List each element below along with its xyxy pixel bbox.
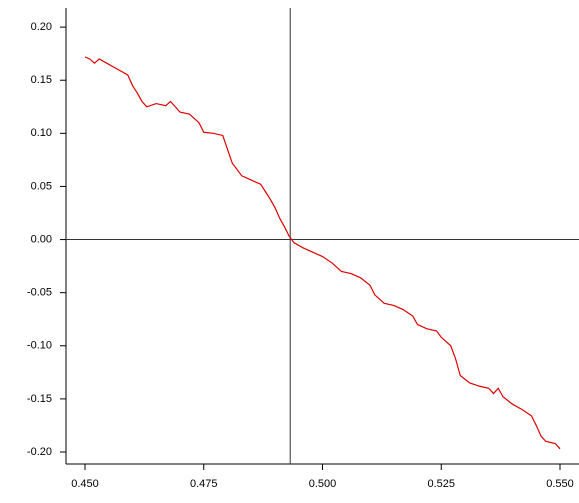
y-tick-label: -0.10 bbox=[27, 340, 52, 352]
x-tick-label: 0.525 bbox=[427, 478, 455, 490]
y-tick-label: 0.10 bbox=[31, 127, 52, 139]
y-tick-label: 0.05 bbox=[31, 180, 52, 192]
y-tick-label: 0.00 bbox=[31, 233, 52, 245]
y-tick-label: 0.15 bbox=[31, 74, 52, 86]
y-tick-label: -0.05 bbox=[27, 287, 52, 299]
y-tick-label: -0.20 bbox=[27, 446, 52, 458]
y-tick-label: -0.15 bbox=[27, 393, 52, 405]
x-tick-label: 0.450 bbox=[71, 478, 99, 490]
x-tick-label: 0.500 bbox=[309, 478, 337, 490]
x-tick-label: 0.475 bbox=[190, 478, 218, 490]
x-tick-label: 0.550 bbox=[546, 478, 574, 490]
data-line bbox=[84, 56, 561, 450]
y-tick-label: 0.20 bbox=[31, 21, 52, 33]
